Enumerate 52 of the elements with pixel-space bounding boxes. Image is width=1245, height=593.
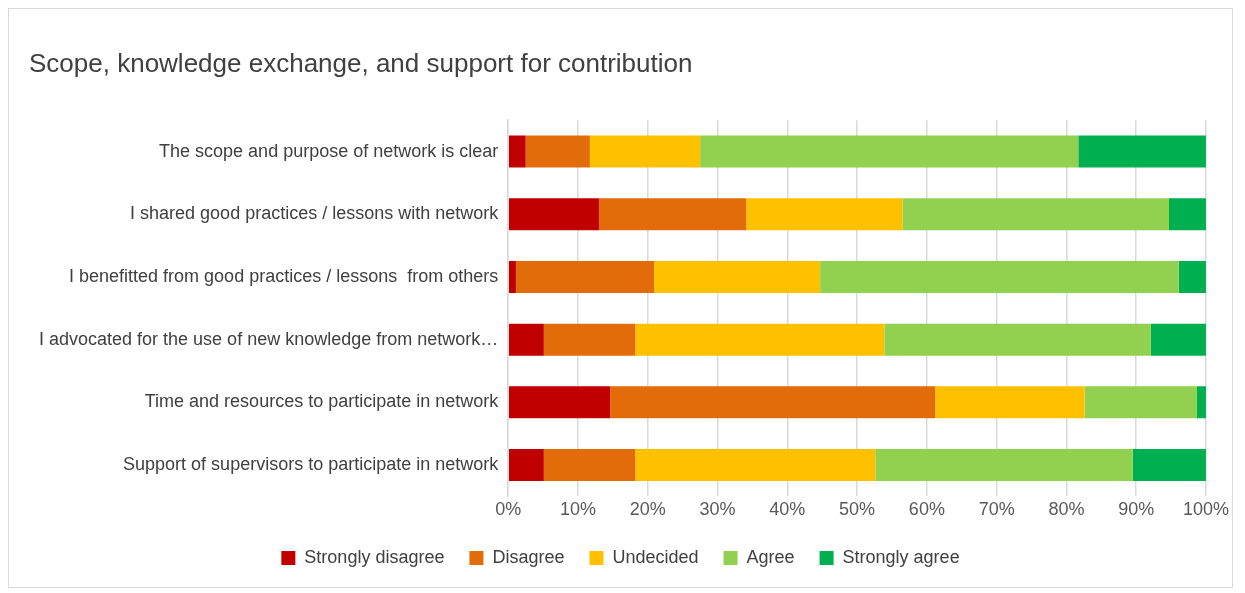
- bar: [610, 386, 936, 419]
- x-tick-label: 30%: [699, 499, 736, 520]
- legend-label: Undecided: [612, 546, 699, 567]
- legend-label: Strongly disagree: [304, 546, 445, 567]
- bar: [635, 323, 885, 356]
- bar: [654, 260, 821, 293]
- x-tick-label: 80%: [1048, 499, 1085, 520]
- x-tick-label: 100%: [1182, 499, 1229, 520]
- bar: [1078, 135, 1206, 168]
- bar: [1084, 386, 1197, 419]
- bar: [1150, 323, 1206, 356]
- bar: [700, 135, 1079, 168]
- y-tick-label: I advocated for the use of new knowledge from network…: [39, 328, 499, 349]
- y-tick-label: Support of supervisors to participate in network: [123, 454, 500, 475]
- chart-title: Scope, knowledge exchange, and support for contribution: [29, 47, 693, 78]
- x-tick-label: 0%: [495, 499, 522, 520]
- y-tick-label: The scope and purpose of network is clear: [159, 140, 499, 161]
- bar: [509, 323, 544, 356]
- bar: [543, 449, 636, 482]
- bar: [509, 135, 526, 168]
- bar: [746, 198, 903, 231]
- x-tick-label: 10%: [560, 499, 597, 520]
- x-tick-label: 70%: [978, 499, 1015, 520]
- bar: [509, 198, 599, 231]
- legend-label: Disagree: [492, 546, 565, 567]
- bar: [509, 386, 611, 419]
- bar: [509, 449, 544, 482]
- bar: [635, 449, 876, 482]
- bar: [884, 323, 1151, 356]
- bar: [1178, 260, 1206, 293]
- x-tick-label: 90%: [1118, 499, 1155, 520]
- bar: [1132, 449, 1206, 482]
- x-tick-label: 20%: [629, 499, 666, 520]
- bar: [902, 198, 1169, 231]
- legend-label: Agree: [746, 546, 795, 567]
- bar: [543, 323, 636, 356]
- bar: [598, 198, 747, 231]
- bar: [589, 135, 701, 168]
- x-tick-label: 40%: [769, 499, 806, 520]
- bar: [1169, 198, 1206, 231]
- x-tick-label: 50%: [839, 499, 876, 520]
- y-tick-label: Time and resources to participate in network: [144, 391, 500, 412]
- bar: [509, 260, 516, 293]
- legend-label: Strongly agree: [842, 546, 960, 567]
- bar: [875, 449, 1133, 482]
- bar: [820, 260, 1179, 293]
- x-tick-label: 60%: [908, 499, 945, 520]
- bar: [515, 260, 655, 293]
- bar: [935, 386, 1085, 419]
- bar: [525, 135, 590, 168]
- y-tick-label: I shared good practices / lessons with network: [130, 203, 500, 224]
- y-tick-label: I benefitted from good practices / lessons from others: [69, 265, 499, 286]
